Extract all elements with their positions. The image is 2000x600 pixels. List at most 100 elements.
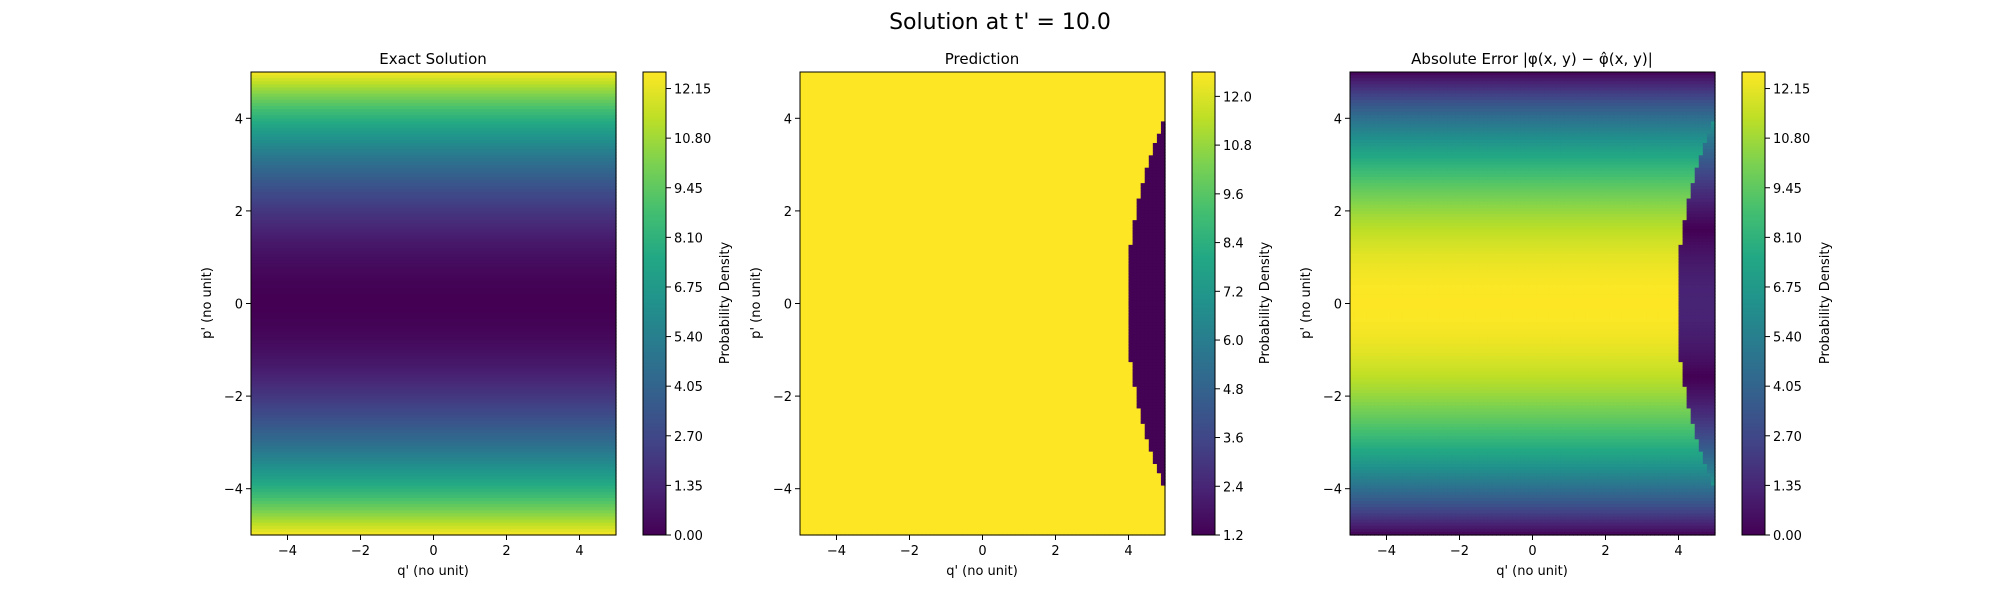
heatmap-cell [852,152,858,156]
heatmap-cell [954,142,959,147]
heatmap-cell [836,90,842,95]
heatmap-cell [1035,102,1040,107]
heatmap-cell [966,167,971,172]
heatmap-cell [251,528,617,533]
heatmap-cell [852,121,858,126]
heatmap-cell [251,371,617,376]
heatmap-cell [1079,75,1085,79]
heatmap-cell [1160,142,1166,147]
heatmap-cell [848,173,854,178]
heatmap-cell [852,127,858,132]
heatmap-cell [812,105,817,110]
heatmap-cell [1075,139,1081,144]
heatmap-cell [1055,90,1061,95]
heatmap-cell [1019,102,1024,107]
heatmap-cell [1100,170,1105,175]
heatmap-cell [1035,124,1040,129]
heatmap-cell [946,84,951,89]
heatmap-cell [1023,96,1028,101]
heatmap-cell [832,173,838,178]
heatmap-cell [1019,115,1024,119]
heatmap-cell [901,124,907,129]
heatmap-cell [1087,139,1093,144]
heatmap-cell [828,75,834,79]
heatmap-cell [1067,90,1073,95]
heatmap-cell [251,90,617,95]
heatmap-cell [1051,124,1057,129]
heatmap-cell [808,173,813,178]
heatmap-cell [1051,136,1057,141]
heatmap-cell [946,146,951,150]
heatmap-cell [251,334,617,339]
heatmap-cell [962,72,967,76]
heatmap-cell [873,78,878,82]
heatmap-cell [1136,112,1142,116]
heatmap-cell [1023,130,1028,135]
heatmap-cell [816,81,821,85]
heatmap-cell [1006,142,1012,147]
heatmap-cell [1144,78,1150,82]
heatmap-cell [946,109,951,113]
heatmap-cell [1112,78,1117,82]
heatmap-cell [909,75,915,79]
heatmap-cell [978,102,984,107]
heatmap-cell [873,99,878,104]
heatmap-cell [889,161,894,166]
heatmap-cell [816,167,821,172]
heatmap-cell [1075,115,1081,119]
heatmap-cell [1112,96,1117,101]
heatmap-cell [982,139,988,144]
heatmap-cell [1002,112,1008,116]
heatmap-cell [1039,127,1044,132]
heatmap-cell [1104,130,1109,135]
heatmap-cell [251,439,617,443]
heatmap-cell [820,87,825,92]
heatmap-cell [251,516,617,521]
heatmap-cell [1160,170,1166,175]
heatmap-cell [1136,158,1142,163]
heatmap-cell [1043,161,1048,166]
heatmap-cell [970,81,975,85]
heatmap-cell [946,164,951,169]
heatmap-cell [946,152,951,156]
heatmap-cell [1100,78,1105,82]
heatmap-cell [1047,170,1053,175]
heatmap-cell [1083,93,1089,98]
heatmap-cell [986,99,992,104]
heatmap-cell [852,72,858,76]
heatmap-cell [1140,130,1146,135]
heatmap-cell [1067,161,1073,166]
heatmap-cell [852,102,858,107]
heatmap-cell [929,161,935,166]
heatmap-cell [1148,139,1154,144]
heatmap-cell [804,118,809,122]
heatmap-cell [1144,90,1150,95]
heatmap-cell [893,102,898,107]
heatmap-cell [1087,93,1093,98]
heatmap-cell [905,167,911,172]
heatmap-cell [804,164,809,169]
heatmap-cell [1148,78,1154,82]
heatmap-cell [1124,93,1130,98]
heatmap-cell [954,112,959,116]
heatmap-cell [1132,102,1138,107]
heatmap-cell [901,109,907,113]
heatmap-cell [251,124,617,129]
heatmap-cell [840,127,846,132]
heatmap-cell [954,109,959,113]
heatmap-cell [1092,170,1097,175]
heatmap-cell [1132,93,1138,98]
heatmap-cell [251,198,617,203]
x-tick-label: 4 [575,544,583,559]
heatmap-cell [1035,96,1040,101]
heatmap-cell [893,124,898,129]
heatmap-cell [864,146,870,150]
heatmap-cell [864,170,870,175]
heatmap-cell [933,96,939,101]
heatmap-cell [1096,158,1101,163]
heatmap-cell [1156,118,1162,122]
heatmap-cell [925,102,931,107]
heatmap-cell [986,78,992,82]
heatmap-cell [978,78,984,82]
heatmap-cell [1063,118,1069,122]
